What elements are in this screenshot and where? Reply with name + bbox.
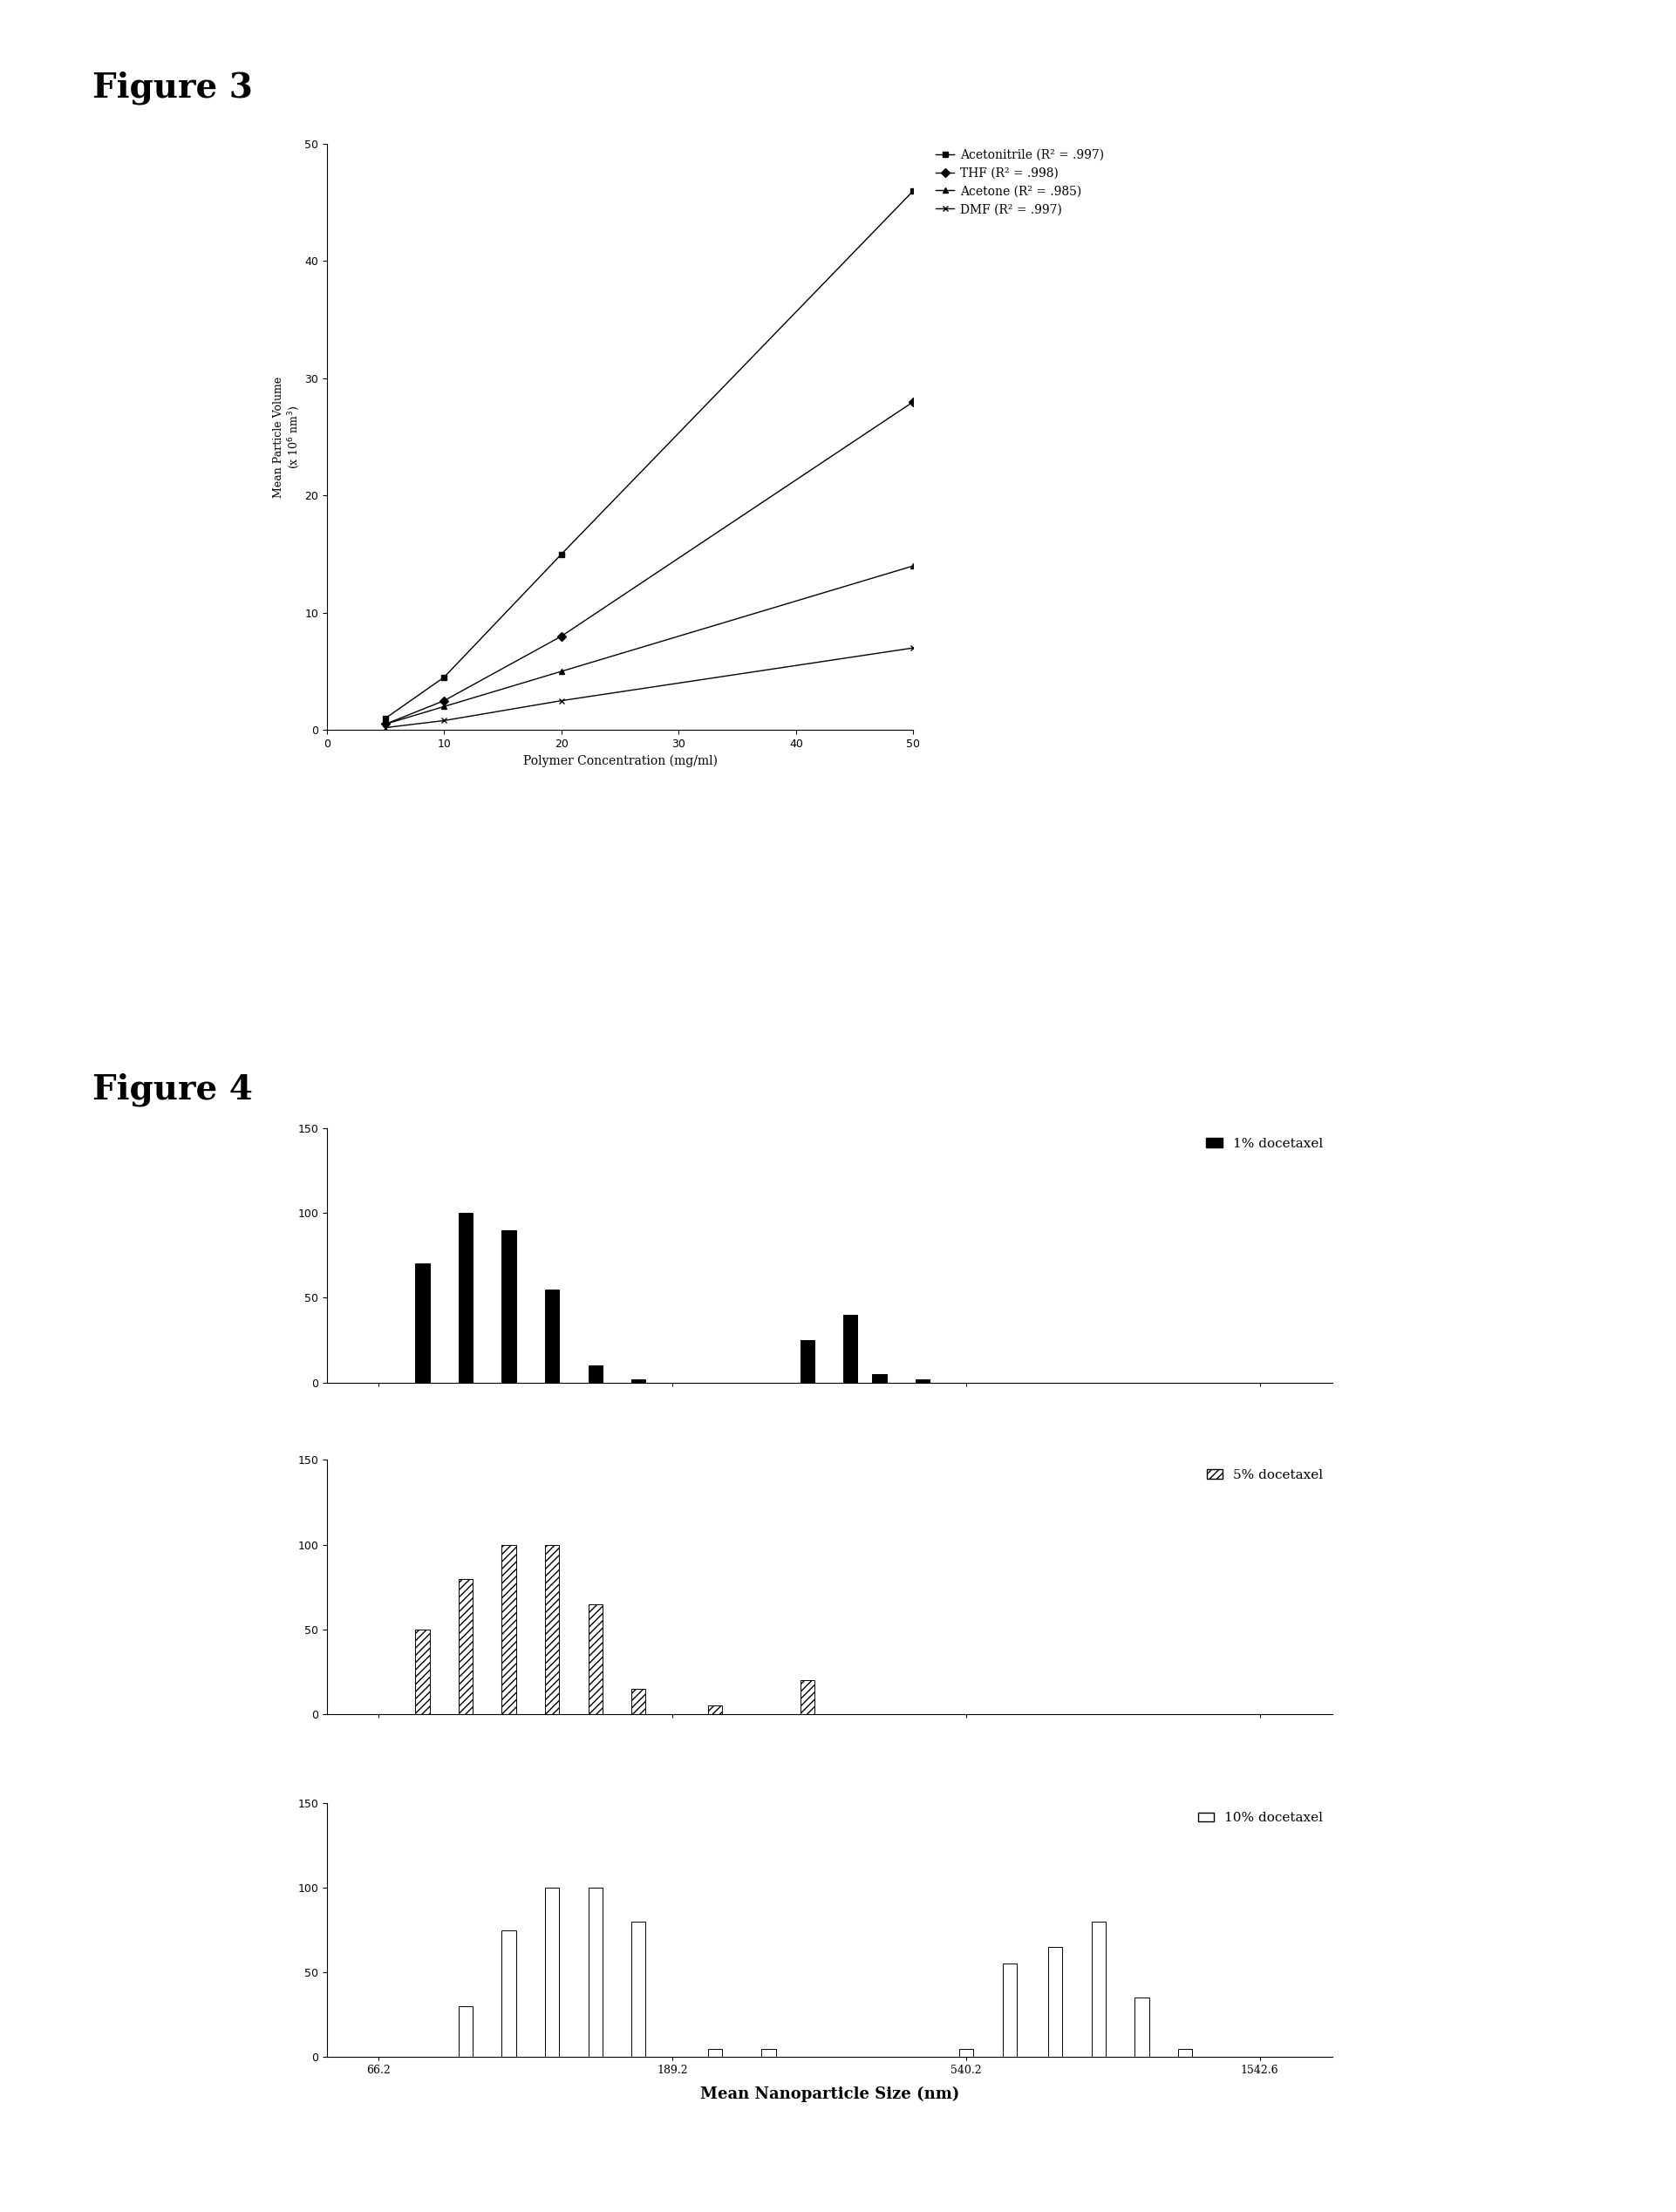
DMF (R² = .997) [903,635,923,661]
Acetonitrile (R² = .997) [375,706,396,732]
Bar [545,1290,560,1382]
Text: Figure 4: Figure 4 [92,1073,253,1106]
Acetonitrile (R² = .997) [551,540,572,566]
Bar [1002,1964,1017,2057]
Line: THF (R² = .998): THF (R² = .998) [382,398,917,728]
Bar [588,1887,602,2057]
Bar [501,1230,516,1382]
Bar [915,1378,930,1382]
DMF (R² = .997) [434,708,454,734]
THF (R² = .998) [903,389,923,416]
Bar [459,1212,473,1382]
Legend: 5% docetaxel: 5% docetaxel [1202,1464,1329,1486]
Acetone (R² = .985) [551,659,572,686]
Bar [1048,1947,1063,2057]
Bar [707,2048,722,2057]
DMF (R² = .997) [551,688,572,714]
Bar [588,1365,602,1382]
Bar [632,1378,645,1382]
THF (R² = .998) [375,710,396,737]
Bar [545,1544,560,1714]
Bar [1091,1922,1106,2057]
Text: Figure 3: Figure 3 [92,71,253,104]
Bar [1178,2048,1192,2057]
Line: DMF (R² = .997): DMF (R² = .997) [382,646,917,730]
Bar [1135,1997,1148,2057]
Line: Acetone (R² = .985): Acetone (R² = .985) [382,562,917,728]
Bar [459,2006,473,2057]
Line: Acetonitrile (R² = .997): Acetonitrile (R² = .997) [382,188,917,721]
Bar [501,1544,516,1714]
Bar [545,1887,560,2057]
Acetonitrile (R² = .997) [434,664,454,690]
X-axis label: Mean Nanoparticle Size (nm): Mean Nanoparticle Size (nm) [701,2086,959,2101]
Bar [873,1374,887,1382]
Bar [707,1705,722,1714]
Bar [588,1604,602,1714]
Bar [761,2048,776,2057]
Legend: Acetonitrile (R² = .997), THF (R² = .998), Acetone (R² = .985), DMF (R² = .997): Acetonitrile (R² = .997), THF (R² = .998… [932,144,1110,221]
Bar [632,1690,645,1714]
Legend: 1% docetaxel: 1% docetaxel [1202,1133,1329,1155]
Acetone (R² = .985) [375,710,396,737]
Acetone (R² = .985) [903,553,923,580]
THF (R² = .998) [551,624,572,650]
Bar [799,1681,815,1714]
Acetone (R² = .985) [434,692,454,719]
Y-axis label: Mean Particle Volume
(x 10$^6$ nm$^3$): Mean Particle Volume (x 10$^6$ nm$^3$) [273,376,302,498]
DMF (R² = .997) [375,714,396,741]
X-axis label: Polymer Concentration (mg/ml): Polymer Concentration (mg/ml) [523,754,717,768]
Bar [959,2048,974,2057]
Bar [501,1929,516,2057]
Bar [843,1314,858,1382]
Bar [799,1340,815,1382]
Bar [459,1579,473,1714]
Bar [416,1263,429,1382]
THF (R² = .998) [434,688,454,714]
Bar [416,1630,429,1714]
Bar [632,1922,645,2057]
Acetonitrile (R² = .997) [903,177,923,204]
Legend: 10% docetaxel: 10% docetaxel [1193,1807,1329,1829]
